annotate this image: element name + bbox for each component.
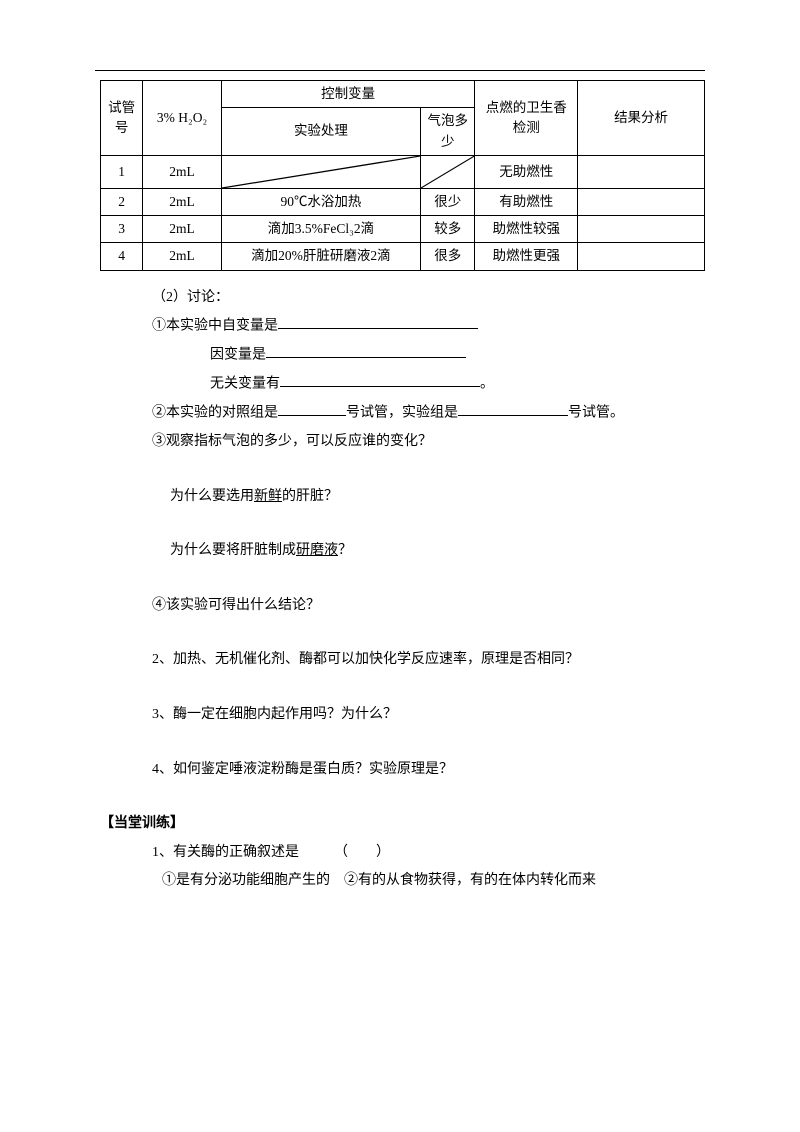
cell-analysis [578, 216, 705, 243]
th-tube-no: 试管号 [101, 81, 143, 156]
q1-line3-suffix: 。 [480, 376, 494, 391]
th-treatment: 实验处理 [221, 108, 420, 156]
q2-a: ②本实验的对照组是 [152, 405, 278, 420]
practice-q1-line2: ①是有分泌功能细胞产生的 ②有的从食物获得，有的在体内转化而来 [100, 868, 705, 895]
blank-control-tube[interactable] [278, 400, 346, 416]
top-horizontal-rule [95, 70, 705, 71]
cell-h2o2: 2mL [143, 216, 222, 243]
cell-no: 2 [101, 188, 143, 215]
q3a-post: 的肝脏？ [282, 489, 338, 504]
practice-q1-line1: 1、有关酶的正确叙述是 （ ） [100, 840, 705, 867]
th-analysis: 结果分析 [578, 81, 705, 156]
followup-2: 2、加热、无机催化剂、酶都可以加快化学反应速率，原理是否相同？ [100, 647, 705, 674]
q1-line3: 无关变量有 。 [100, 371, 705, 398]
q1-line2-prefix: 因变量是 [210, 347, 266, 362]
cell-incense: 助燃性较强 [475, 216, 578, 243]
th-incense: 点燃的卫生香检测 [475, 81, 578, 156]
blank-dependent-var[interactable] [266, 342, 466, 358]
cell-h2o2: 2mL [143, 188, 222, 215]
table-header-row-1: 试管号 3% H₂O₂ 控制变量 点燃的卫生香检测 结果分析 [101, 81, 705, 108]
cell-treatment: 90℃水浴加热 [221, 188, 420, 215]
q3a-ul: 新鲜 [254, 489, 282, 504]
table-row: 2 2mL 90℃水浴加热 很少 有助燃性 [101, 188, 705, 215]
cell-analysis [578, 155, 705, 188]
th-bubbles: 气泡多少 [421, 108, 475, 156]
q2: ②本实验的对照组是 号试管，实验组是 号试管。 [100, 400, 705, 427]
discussion-section: （2）讨论： ①本实验中自变量是 因变量是 无关变量有 。 ②本实验的对照组是 号试… [100, 285, 705, 895]
cell-analysis [578, 188, 705, 215]
q3b-pre: 为什么要将肝脏制成 [170, 543, 296, 558]
table-row: 3 2mL 滴加3.5%FeCl₃2滴 较多 助燃性较强 [101, 216, 705, 243]
q1-line1: ①本实验中自变量是 [100, 313, 705, 340]
cell-h2o2: 2mL [143, 155, 222, 188]
cell-treatment: 滴加3.5%FeCl₃2滴 [221, 216, 420, 243]
cell-analysis [578, 243, 705, 270]
cell-bubbles: 很少 [421, 188, 475, 215]
experiment-table: 试管号 3% H₂O₂ 控制变量 点燃的卫生香检测 结果分析 实验处理 气泡多少… [100, 80, 705, 271]
th-h2o2: 3% H₂O₂ [143, 81, 222, 156]
cell-no: 3 [101, 216, 143, 243]
cell-incense: 有助燃性 [475, 188, 578, 215]
cell-incense: 无助燃性 [475, 155, 578, 188]
cell-bubbles: 很多 [421, 243, 475, 270]
cell-bubbles: 较多 [421, 216, 475, 243]
q2-b: 号试管，实验组是 [346, 405, 458, 420]
q3b: 为什么要将肝脏制成研磨液？ [100, 538, 705, 565]
practice-heading: 【当堂训练】 [100, 811, 705, 838]
q3a: 为什么要选用新鲜的肝脏？ [100, 484, 705, 511]
cell-no: 1 [101, 155, 143, 188]
followup-4: 4、如何鉴定唾液淀粉酶是蛋白质？实验原理是？ [100, 757, 705, 784]
q3a-pre: 为什么要选用 [170, 489, 254, 504]
table-row: 1 2mL 无助燃性 [101, 155, 705, 188]
followup-3: 3、酶一定在细胞内起作用吗？为什么？ [100, 702, 705, 729]
q3b-ul: 研磨液 [296, 543, 338, 558]
blank-independent-var[interactable] [278, 313, 478, 329]
cell-bubbles-diag [421, 155, 475, 188]
q2-c: 号试管。 [568, 405, 624, 420]
q1-line3-prefix: 无关变量有 [210, 376, 280, 391]
discussion-heading: （2）讨论： [100, 285, 705, 312]
blank-exp-tube[interactable] [458, 400, 568, 416]
q1-prefix: ①本实验中自变量是 [152, 318, 278, 333]
blank-irrelevant-var[interactable] [280, 371, 480, 387]
q3: ③观察指标气泡的多少，可以反应谁的变化？ [100, 429, 705, 456]
cell-treatment: 滴加20%肝脏研磨液2滴 [221, 243, 420, 270]
cell-treatment-diag [221, 155, 420, 188]
q1-line2: 因变量是 [100, 342, 705, 369]
cell-no: 4 [101, 243, 143, 270]
th-control-var: 控制变量 [221, 81, 475, 108]
q3b-post: ？ [338, 543, 352, 558]
q4: ④该实验可得出什么结论？ [100, 593, 705, 620]
cell-incense: 助燃性更强 [475, 243, 578, 270]
cell-h2o2: 2mL [143, 243, 222, 270]
table-row: 4 2mL 滴加20%肝脏研磨液2滴 很多 助燃性更强 [101, 243, 705, 270]
